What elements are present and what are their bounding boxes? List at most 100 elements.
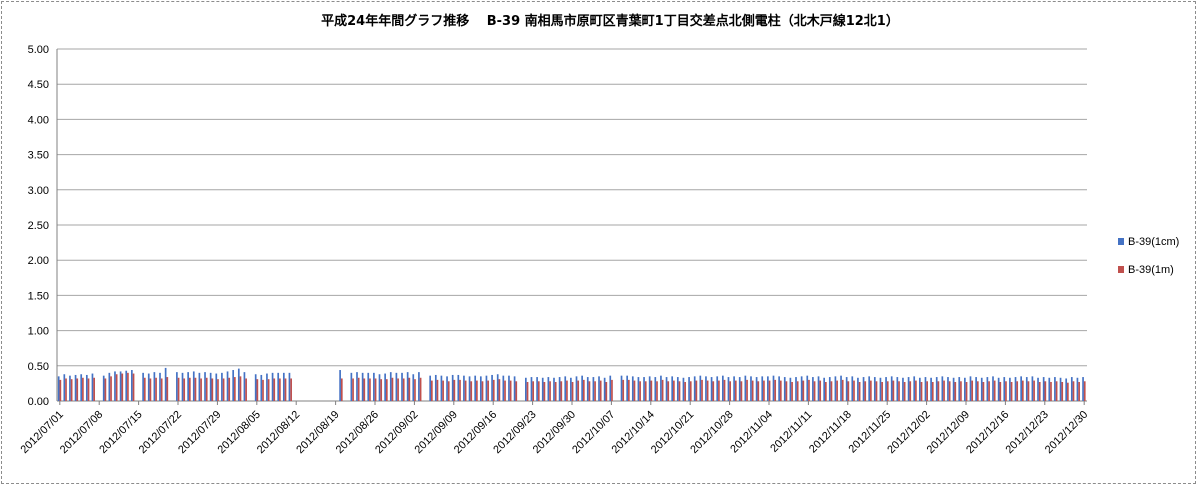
bar <box>1031 376 1034 401</box>
bar <box>470 381 473 401</box>
bar <box>1044 381 1047 401</box>
bar <box>397 378 399 401</box>
bar <box>502 375 505 401</box>
bar <box>183 378 186 401</box>
series-1 <box>57 367 1084 401</box>
bar <box>706 380 709 401</box>
bar <box>384 373 386 401</box>
bar <box>85 374 88 401</box>
bar <box>476 380 478 401</box>
bar <box>817 376 820 401</box>
bar <box>890 376 893 401</box>
bar <box>783 377 786 401</box>
bar <box>881 381 883 401</box>
bar <box>924 377 927 401</box>
bar <box>812 377 814 401</box>
bar <box>1083 381 1086 401</box>
bar <box>226 371 229 401</box>
bar <box>288 372 291 401</box>
bar <box>515 381 518 401</box>
bar <box>718 380 720 401</box>
bar <box>1025 377 1028 401</box>
bar <box>750 376 752 401</box>
bar <box>920 381 923 401</box>
bar <box>1016 381 1019 401</box>
bar <box>121 373 124 401</box>
y-tick-label: 1.00 <box>28 326 49 338</box>
bar <box>778 376 780 401</box>
bar <box>999 381 1002 401</box>
bar <box>446 376 448 401</box>
legend: B-39(1cm) B-39(1m) <box>1118 236 1179 276</box>
bar <box>862 377 865 401</box>
bar <box>192 371 195 401</box>
bar <box>774 379 777 401</box>
bar <box>127 372 129 401</box>
bar <box>125 370 128 401</box>
y-tick-label: 0.50 <box>28 361 49 373</box>
bar <box>1065 378 1068 401</box>
bar <box>181 372 184 401</box>
bar <box>661 379 664 401</box>
bar <box>350 372 353 401</box>
bar <box>907 377 910 401</box>
bar <box>273 378 276 401</box>
bar <box>688 377 690 401</box>
bar <box>271 372 274 401</box>
bar <box>701 379 703 401</box>
bar <box>639 381 641 401</box>
bar <box>374 378 377 401</box>
bar <box>385 379 388 401</box>
bar <box>851 376 854 401</box>
bar <box>115 374 118 401</box>
bar <box>543 381 546 401</box>
bar <box>114 371 116 401</box>
bar <box>457 374 460 401</box>
bar <box>785 381 788 401</box>
bar <box>830 381 833 401</box>
bar <box>408 377 411 401</box>
bar <box>841 379 844 401</box>
y-tick-label: 0.00 <box>28 396 49 408</box>
bar <box>566 380 568 401</box>
bar <box>243 372 246 401</box>
bar <box>665 377 668 401</box>
chart-title: 平成24年年間グラフ推移 B-39 南相馬市原町区青葉町1丁目交差点北側電柱（北… <box>321 13 899 29</box>
bar <box>570 377 572 401</box>
bar <box>689 381 692 401</box>
bar <box>980 377 983 401</box>
bar <box>971 380 974 401</box>
bar <box>795 377 797 401</box>
bar <box>378 374 381 401</box>
bar <box>160 378 163 401</box>
bar <box>367 372 370 401</box>
bar <box>650 380 653 401</box>
bar <box>237 368 240 401</box>
bar <box>761 376 764 401</box>
bar <box>740 381 743 401</box>
bar <box>577 380 580 401</box>
bar <box>1082 377 1084 401</box>
bar <box>63 374 66 401</box>
bar <box>459 379 461 401</box>
bar <box>142 372 144 401</box>
bar <box>902 377 904 401</box>
bar <box>1054 377 1056 401</box>
bar <box>82 377 84 401</box>
bar <box>667 381 670 401</box>
y-tick-label: 3.00 <box>28 185 49 197</box>
bar <box>947 377 949 401</box>
bar <box>496 374 499 401</box>
bar <box>340 378 343 401</box>
bar <box>840 375 842 401</box>
bar <box>412 374 415 401</box>
bar <box>1042 377 1045 401</box>
bar <box>654 377 657 401</box>
bar <box>487 380 489 401</box>
bar <box>926 381 928 401</box>
bar <box>479 376 482 401</box>
bar <box>1003 377 1006 401</box>
bar <box>879 377 882 401</box>
bar <box>87 378 90 401</box>
